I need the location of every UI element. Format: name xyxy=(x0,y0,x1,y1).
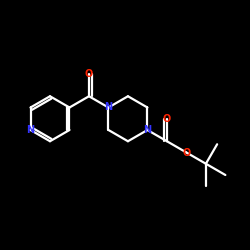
Text: O: O xyxy=(182,148,190,158)
Text: O: O xyxy=(85,69,93,79)
Text: N: N xyxy=(143,125,152,135)
Text: N: N xyxy=(26,125,34,135)
Text: O: O xyxy=(163,114,171,124)
Text: N: N xyxy=(104,102,112,113)
